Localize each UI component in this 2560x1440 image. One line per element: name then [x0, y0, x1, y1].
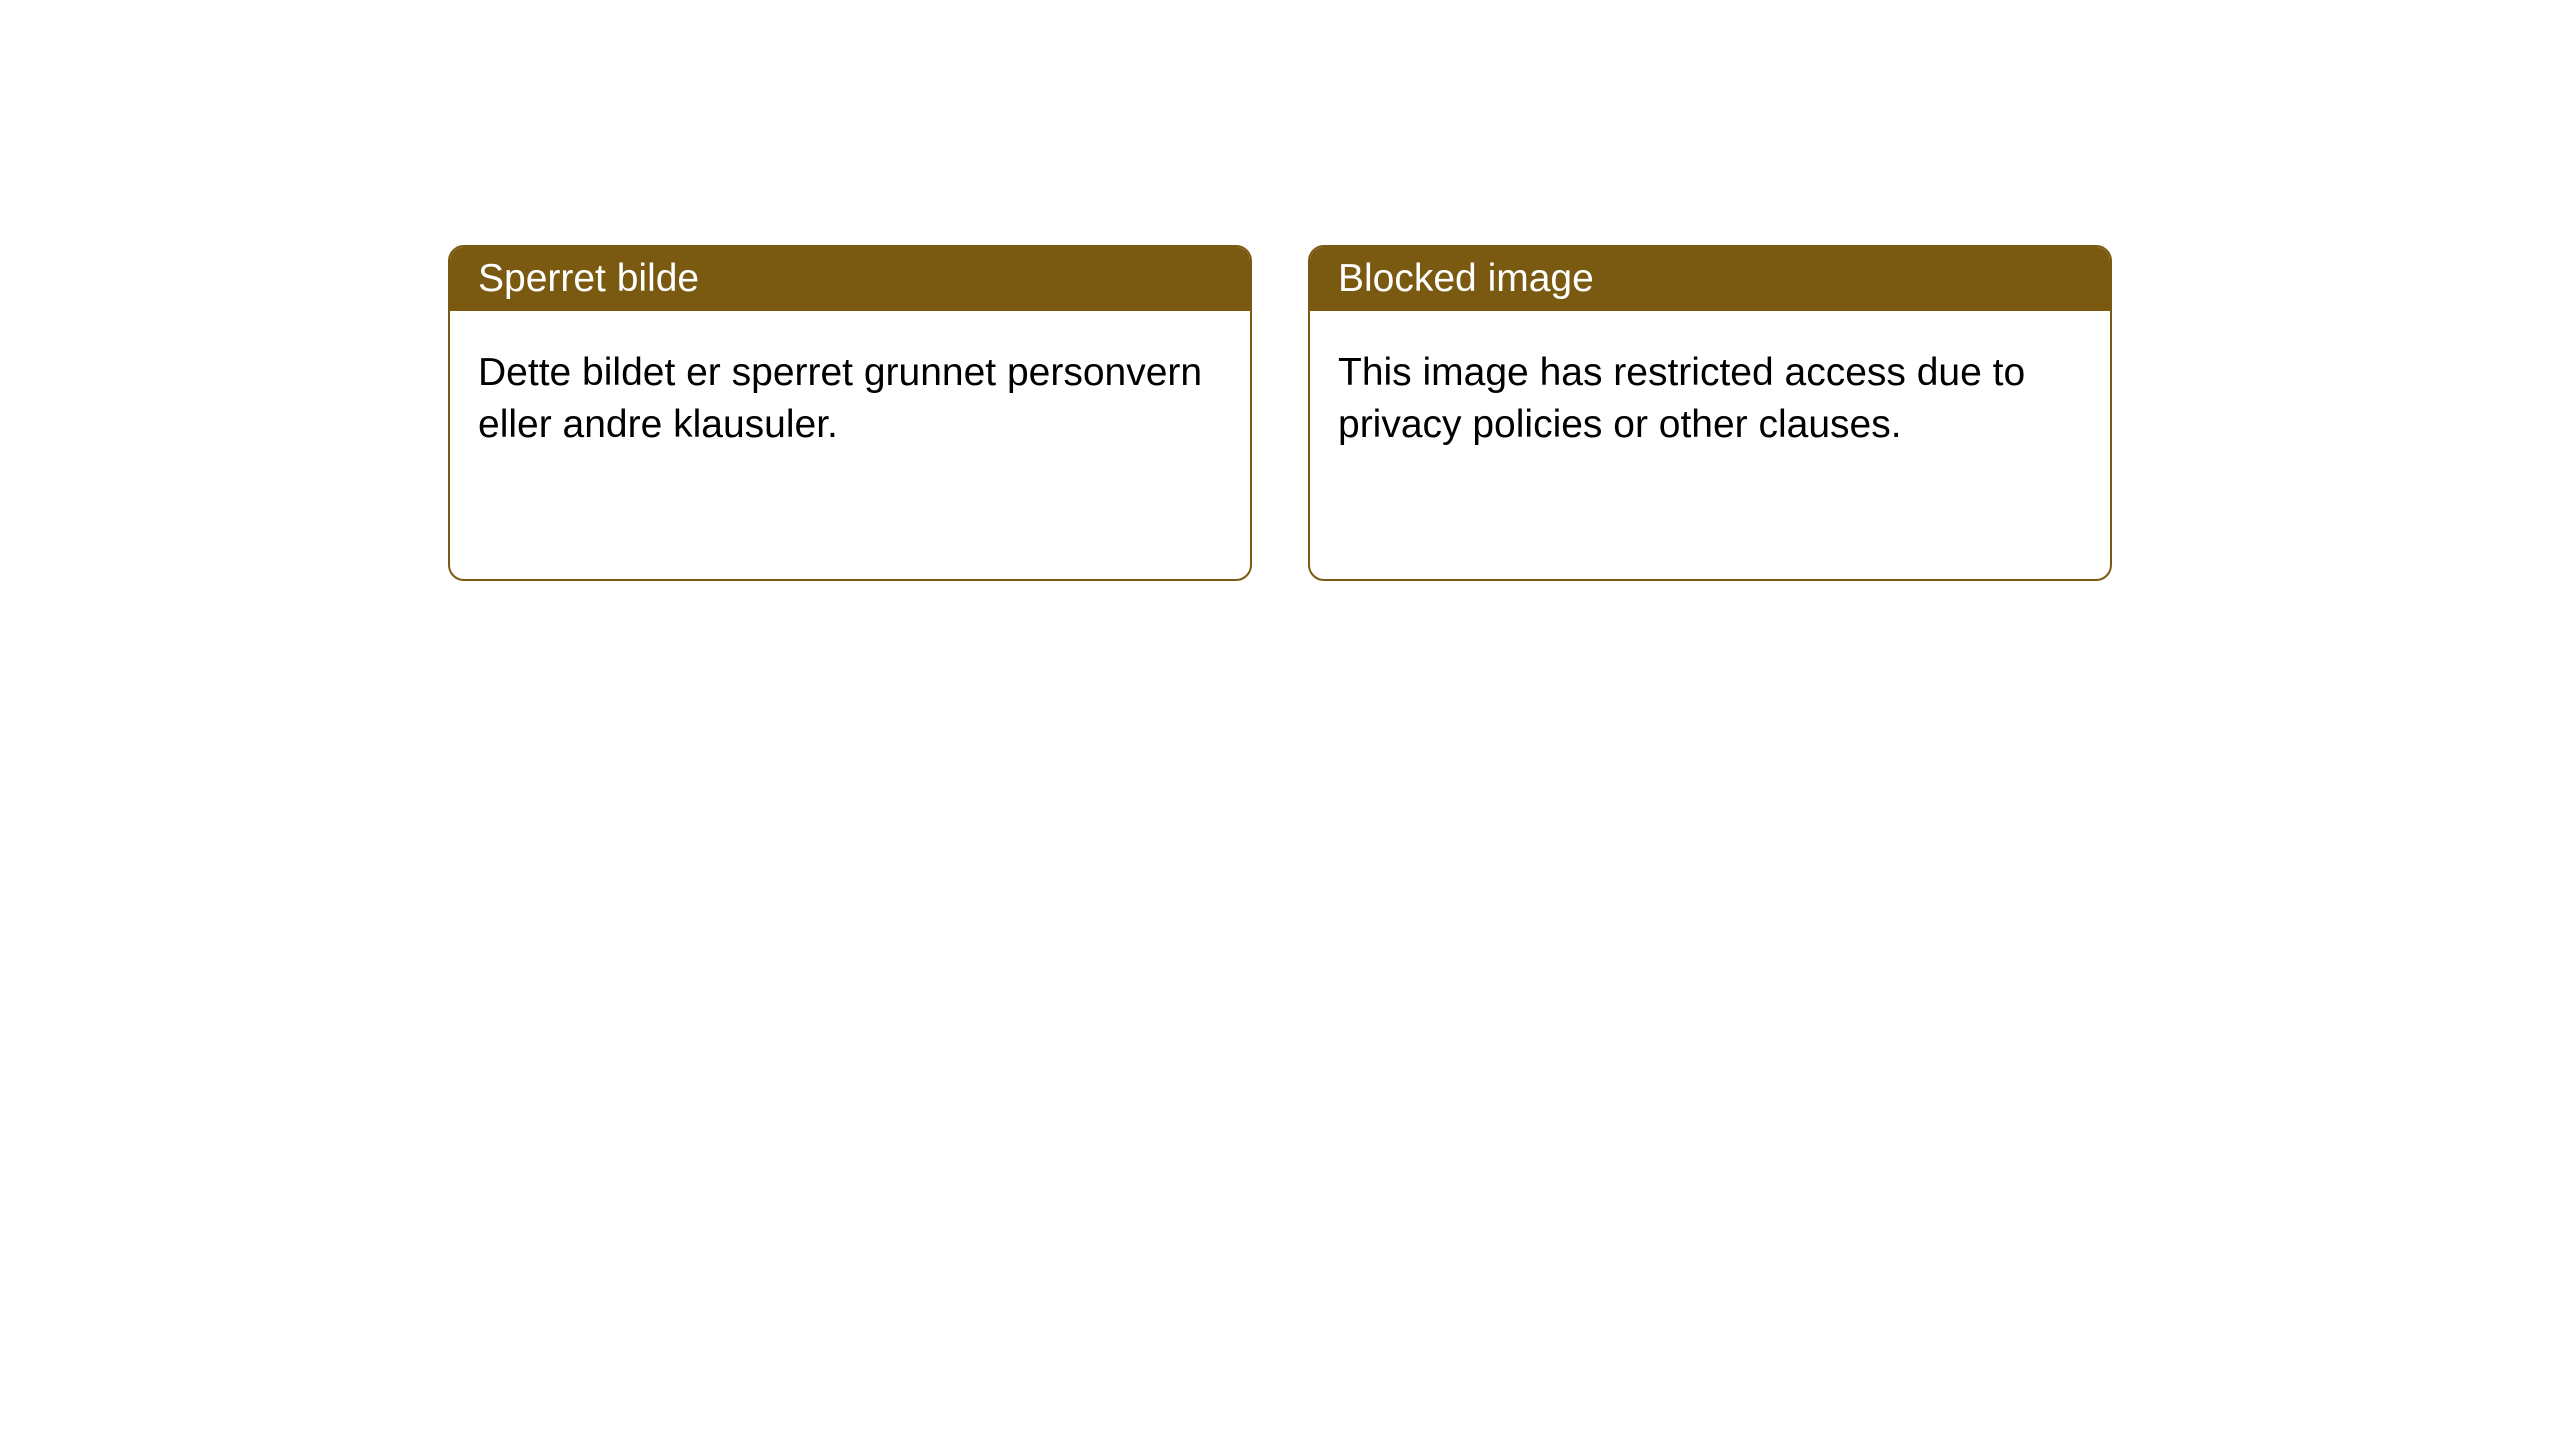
notice-body: Dette bildet er sperret grunnet personve… [450, 311, 1250, 579]
notice-header: Sperret bilde [450, 247, 1250, 311]
notice-header: Blocked image [1310, 247, 2110, 311]
notice-header-text: Blocked image [1338, 257, 1594, 300]
notice-body: This image has restricted access due to … [1310, 311, 2110, 579]
notice-box-english: Blocked image This image has restricted … [1308, 245, 2112, 581]
notice-body-text: Dette bildet er sperret grunnet personve… [478, 351, 1202, 446]
notice-box-norwegian: Sperret bilde Dette bildet er sperret gr… [448, 245, 1252, 581]
notice-body-text: This image has restricted access due to … [1338, 351, 2025, 446]
notice-container: Sperret bilde Dette bildet er sperret gr… [0, 0, 2560, 581]
notice-header-text: Sperret bilde [478, 257, 699, 300]
